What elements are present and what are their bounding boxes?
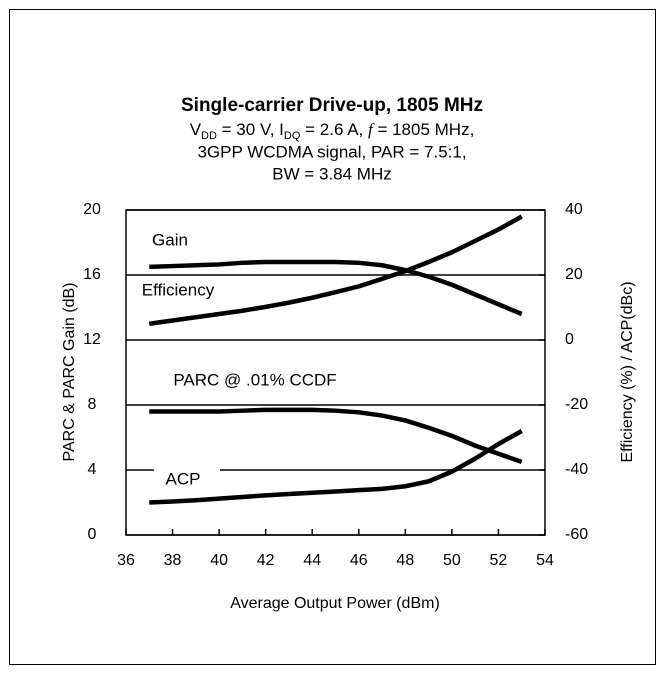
x-tick-label: 48 [396,552,414,569]
annotation: Gain [152,230,188,249]
y2-tick-label: 40 [565,201,583,218]
x-tick-label: 52 [490,552,508,569]
annotation: PARC @ .01% CCDF [173,370,336,389]
y-tick-label: 16 [83,266,101,283]
series-line [149,407,523,464]
label-bg [140,229,198,253]
label-bg [148,369,362,393]
chart-title: Single-carrier Drive-up, 1805 MHz [181,95,483,116]
x-tick-label: 40 [210,552,228,569]
y2-tick-label: -40 [565,461,588,478]
y-axis-label: PARC & PARC Gain (dB) [61,282,78,461]
y-tick-label: 20 [83,201,101,218]
x-tick-label: 46 [350,552,368,569]
x-tick-label: 54 [536,552,554,569]
y-tick-label: 4 [88,461,97,478]
x-tick-label: 44 [303,552,321,569]
y-tick-label: 8 [88,396,97,413]
y-tick-label: 12 [83,331,101,348]
label-bg [154,468,220,492]
x-tick-label: 50 [443,552,461,569]
y2-tick-label: 0 [565,331,574,348]
label-bg [128,279,228,303]
y2-tick-label: 20 [565,266,583,283]
chart-subtitle: VDD = 30 V, IDQ = 2.6 A, f = 1805 MHz, [190,120,475,142]
plot-border [125,209,546,536]
x-tick-label: 42 [257,552,275,569]
chart-subtitle: BW = 3.84 MHz [272,164,392,183]
x-tick-label: 36 [117,552,135,569]
x-tick-label: 38 [164,552,182,569]
series-line [149,429,523,505]
series-line [148,214,523,326]
y2-axis-label: Efficiency (%) / ACP(dBc) [619,281,636,462]
chart-subtitle: 3GPP WCDMA signal, PAR = 7.5:1, [197,142,466,161]
y2-tick-label: -20 [565,396,588,413]
annotation: ACP [166,469,201,488]
series-line [149,259,523,317]
x-axis-label: Average Output Power (dBm) [230,595,440,612]
annotation: Efficiency [142,280,215,299]
y2-tick-label: -60 [565,526,588,543]
frame [9,9,656,665]
y-tick-label: 0 [88,526,97,543]
